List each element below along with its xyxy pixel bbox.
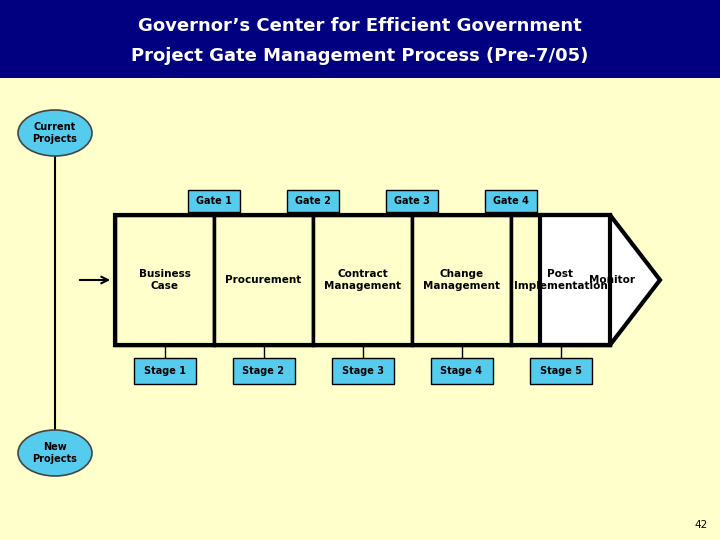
Text: 42: 42	[695, 520, 708, 530]
Bar	[331, 358, 394, 384]
Text: Stage 4: Stage 4	[441, 366, 482, 376]
Bar	[485, 190, 537, 212]
Text: Project Gate Management Process (Pre-7/05): Project Gate Management Process (Pre-7/0…	[131, 47, 589, 65]
Bar	[0, 0, 720, 78]
Ellipse shape	[18, 430, 92, 476]
Ellipse shape	[18, 110, 92, 156]
Text: Contract
Management: Contract Management	[324, 269, 401, 291]
Text: Current
Projects: Current Projects	[32, 122, 78, 144]
Text: Monitor: Monitor	[590, 275, 636, 285]
Text: Change
Management: Change Management	[423, 269, 500, 291]
Text: Gate 4: Gate 4	[493, 196, 529, 206]
Text: Post
Implementation: Post Implementation	[513, 269, 608, 291]
Polygon shape	[540, 215, 660, 345]
Bar	[287, 190, 339, 212]
Bar	[115, 215, 214, 345]
Bar	[188, 190, 240, 212]
Bar	[412, 215, 511, 345]
Bar	[313, 215, 412, 345]
Bar	[529, 358, 592, 384]
Text: Stage 5: Stage 5	[539, 366, 582, 376]
Text: Stage 2: Stage 2	[243, 366, 284, 376]
Text: Stage 1: Stage 1	[143, 366, 186, 376]
Bar	[133, 358, 196, 384]
Text: Procurement: Procurement	[225, 275, 302, 285]
Text: Governor’s Center for Efficient Government: Governor’s Center for Efficient Governme…	[138, 17, 582, 35]
Bar	[386, 190, 438, 212]
Bar	[233, 358, 294, 384]
Bar	[214, 215, 313, 345]
Text: Gate 1: Gate 1	[196, 196, 232, 206]
Bar	[115, 215, 610, 345]
Text: Gate 3: Gate 3	[394, 196, 430, 206]
Bar	[511, 215, 610, 345]
Text: Gate 2: Gate 2	[295, 196, 331, 206]
Bar	[431, 358, 492, 384]
Text: Stage 3: Stage 3	[341, 366, 384, 376]
Text: New
Projects: New Projects	[32, 442, 78, 464]
Text: Business
Case: Business Case	[138, 269, 190, 291]
